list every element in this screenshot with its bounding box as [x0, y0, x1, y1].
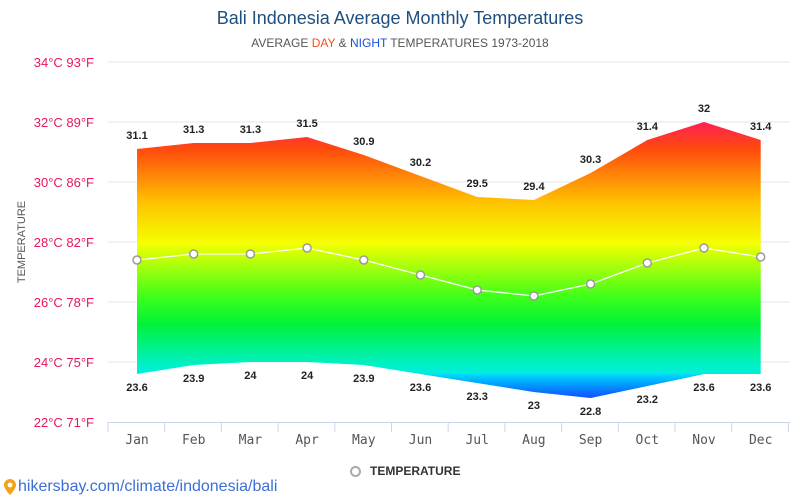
subtitle-day: DAY	[311, 36, 336, 50]
average-point	[585, 279, 596, 289]
y-tick-label: 24°C 75°F	[34, 355, 94, 370]
y-tick-label: 22°C 71°F	[34, 415, 94, 430]
day-value-label: 29.4	[523, 181, 545, 193]
average-point	[245, 249, 256, 259]
average-temperature-line	[132, 243, 766, 301]
average-point	[755, 252, 766, 262]
night-value-label: 23	[528, 400, 540, 412]
day-night-range-area	[137, 122, 761, 398]
x-tick-label: Oct	[636, 433, 659, 448]
y-tick-label: 34°C 93°F	[34, 55, 94, 70]
legend-item-temperature[interactable]: TEMPERATURE	[350, 464, 460, 478]
night-value-label: 23.6	[750, 382, 771, 394]
average-point	[359, 255, 369, 265]
day-value-label: 31.5	[296, 118, 317, 130]
legend-marker-icon	[350, 465, 361, 477]
data-labels: 31.1 31.3 31.3 31.5 30.9 30.2 29.5 29.4 30.3 31.4…	[126, 103, 772, 418]
x-tick-label: Apr	[295, 433, 319, 448]
y-tick-label: 30°C 86°F	[34, 175, 94, 190]
x-tick-label: Jul	[465, 433, 488, 448]
x-axis: Jan Feb Mar Apr May Jun Jul Aug Sep Oct Nov Dec	[107, 422, 790, 448]
night-value-label: 24	[301, 370, 314, 382]
average-point	[699, 243, 709, 253]
x-tick-label: Jun	[409, 433, 432, 448]
y-tick-label: 28°C 82°F	[34, 235, 94, 250]
x-tick-label: Dec	[749, 433, 772, 448]
y-axis-label: TEMPERATURE	[16, 201, 28, 283]
night-value-label: 23.6	[126, 382, 147, 394]
day-value-label: 31.4	[637, 121, 659, 133]
day-value-label: 31.4	[750, 121, 772, 133]
x-tick-label: Nov	[692, 433, 716, 448]
average-point	[302, 243, 312, 253]
day-value-label: 32	[698, 103, 710, 115]
average-point	[642, 258, 653, 268]
night-value-label: 23.9	[183, 373, 204, 385]
chart-subtitle: AVERAGE DAY & NIGHT TEMPERATURES 1973-20…	[0, 36, 800, 50]
average-point	[529, 291, 539, 301]
night-value-label: 24	[244, 370, 257, 382]
y-axis-ticks: 22°C 71°F 24°C 75°F 26°C 78°F 28°C 82°F 30°C…	[34, 55, 94, 430]
chart-title: Bali Indonesia Average Monthly Temperatu…	[216, 8, 584, 28]
x-tick-label: Jan	[125, 433, 148, 448]
night-value-label: 23.2	[637, 394, 658, 406]
y-tick-label: 32°C 89°F	[34, 115, 94, 130]
x-tick-label: Mar	[239, 433, 263, 448]
subtitle-night: NIGHT	[349, 36, 388, 50]
source-link[interactable]: hikersbay.com/climate/indonesia/bali	[4, 478, 277, 496]
average-point	[415, 270, 426, 280]
legend-label: TEMPERATURE	[370, 464, 461, 478]
x-tick-label: Sep	[579, 433, 603, 448]
night-value-label: 23.9	[353, 373, 374, 385]
x-tick-label: Feb	[182, 433, 206, 448]
day-value-label: 30.9	[353, 136, 374, 148]
map-pin-icon	[4, 479, 16, 495]
day-value-label: 31.3	[183, 124, 204, 136]
average-point	[132, 255, 142, 265]
day-value-label: 30.3	[580, 154, 601, 166]
night-value-label: 23.6	[410, 382, 431, 394]
day-value-label: 29.5	[466, 178, 487, 190]
night-value-label: 22.8	[580, 406, 601, 418]
day-value-label: 30.2	[410, 157, 431, 169]
average-point	[472, 285, 482, 295]
average-line	[136, 247, 761, 297]
day-value-label: 31.1	[126, 130, 147, 142]
night-low-area	[137, 374, 761, 398]
x-tick-label: Aug	[522, 433, 545, 448]
night-value-label: 23.3	[466, 391, 487, 403]
temperature-areas	[137, 122, 761, 398]
source-url: hikersbay.com/climate/indonesia/bali	[18, 478, 278, 495]
y-tick-label: 26°C 78°F	[34, 295, 94, 310]
night-value-label: 23.6	[693, 382, 714, 394]
subtitle-suffix: TEMPERATURES 1973-2018	[387, 36, 549, 50]
subtitle-prefix: AVERAGE	[251, 36, 312, 50]
subtitle-amp: &	[335, 36, 350, 50]
x-tick-label: May	[352, 433, 376, 448]
average-point	[188, 249, 199, 259]
day-value-label: 31.3	[240, 124, 261, 136]
